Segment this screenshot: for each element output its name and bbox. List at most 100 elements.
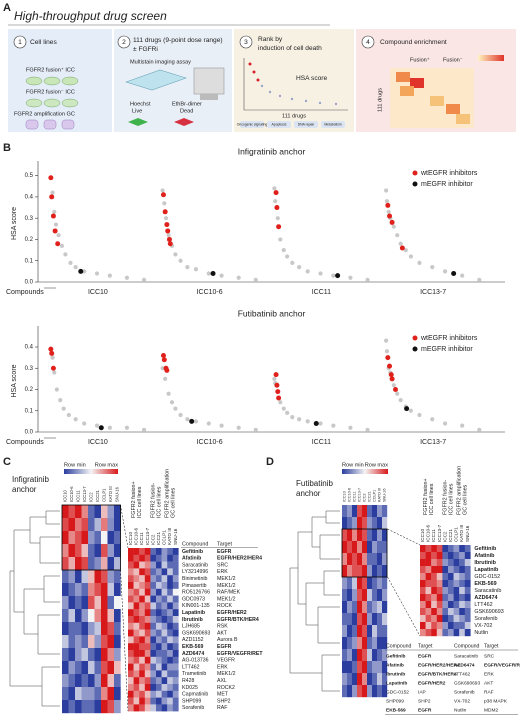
compound-target: AKT xyxy=(217,630,228,636)
heatmap-cell xyxy=(167,575,173,583)
heatmap-cell xyxy=(114,700,121,714)
table-cell: EGFR/VEGFR/RET xyxy=(484,662,520,668)
heatmap-cell xyxy=(436,580,443,588)
heatmap-cell xyxy=(144,588,151,596)
data-point xyxy=(393,387,399,392)
heatmap-cell xyxy=(68,570,76,584)
heatmap-cell xyxy=(382,649,388,662)
heatmap-cell xyxy=(62,557,69,571)
category-tag: Metabolism xyxy=(324,122,342,126)
heatmap-cell xyxy=(68,557,76,571)
data-point xyxy=(82,421,87,426)
heatmap-cell xyxy=(107,648,115,662)
heatmap-cell xyxy=(425,545,432,553)
heatmap-cell xyxy=(448,601,454,609)
heatmap-cell xyxy=(425,622,432,630)
heatmap-cell xyxy=(372,649,378,662)
heatmap-cell xyxy=(101,518,108,532)
heatmap-cell xyxy=(172,650,179,657)
heatmap-cell xyxy=(172,677,179,685)
heatmap-cell xyxy=(128,622,134,630)
data-point xyxy=(408,254,413,259)
compound-name: LTT462 xyxy=(182,664,200,670)
heatmap-cell xyxy=(167,650,173,657)
heatmap-cell xyxy=(167,629,173,637)
column-group-label: FGFR2 amplification xyxy=(456,466,462,515)
heatmap-cell xyxy=(150,561,157,569)
heatmap-cell xyxy=(453,559,460,567)
heatmap-cell xyxy=(156,575,162,583)
heatmap-cell xyxy=(81,648,89,662)
data-point xyxy=(189,418,195,424)
heatmap-cell xyxy=(107,557,115,571)
compound-target: EGFR/HER2 xyxy=(217,610,247,616)
compound-target: RAF xyxy=(217,705,227,711)
heatmap-cell xyxy=(62,596,69,610)
heatmap-cell xyxy=(133,595,140,603)
heatmap-cell xyxy=(133,643,140,651)
heatmap-cell xyxy=(68,687,76,701)
heatmap-cell xyxy=(139,670,145,678)
compound-target: MEK1/2 xyxy=(217,671,236,677)
column-label: SNU-16 xyxy=(383,488,387,502)
heatmap-cell xyxy=(431,545,437,553)
heatmap-cell xyxy=(167,636,173,644)
heatmap-cell xyxy=(367,685,373,698)
data-point xyxy=(178,412,183,418)
heatmap-cell xyxy=(75,622,82,636)
heatmap-cell xyxy=(367,625,373,638)
column-label: ICC21 xyxy=(156,532,161,545)
heatmap-cell xyxy=(150,616,157,623)
heatmap-cell xyxy=(420,545,426,553)
heatmap-cell xyxy=(114,661,121,675)
heatmap-cell xyxy=(133,697,140,705)
heatmap-cell xyxy=(357,613,363,626)
heatmap-cell xyxy=(68,531,76,545)
cell-label: FGFR2 fusion⁻ ICC xyxy=(26,89,75,95)
data-point xyxy=(442,269,448,274)
data-point xyxy=(253,277,258,282)
heatmap-cell xyxy=(156,643,162,651)
heatmap-cell xyxy=(161,582,168,589)
heatmap-cell xyxy=(357,673,363,686)
heatmap-cell xyxy=(144,670,151,678)
data-point xyxy=(98,425,104,431)
heatmap-cell xyxy=(81,531,89,545)
heatmap-cell xyxy=(144,704,151,712)
heatmap-cell xyxy=(431,573,437,581)
heatmap-cell xyxy=(107,505,115,519)
heatmap-cell xyxy=(436,622,443,630)
compound-name: GDC0973 xyxy=(182,596,205,602)
column-label: ICC21 xyxy=(95,489,100,502)
heatmap-cell xyxy=(94,505,102,519)
heatmap-cell xyxy=(357,577,363,590)
heatmap-cell xyxy=(464,622,471,630)
compound-name: Lapatinib xyxy=(182,610,205,616)
data-point xyxy=(274,382,280,388)
data-point xyxy=(178,258,183,263)
column-group-label: FGFR2 fusion+ xyxy=(131,481,137,518)
compound-name: Saracatinib xyxy=(182,562,208,568)
heatmap-cell xyxy=(352,661,358,674)
compound-target: EGFR/BTK/HER4 xyxy=(217,617,259,623)
column-label: ICC11 xyxy=(139,532,144,545)
heatmap-cell xyxy=(128,602,134,610)
data-point xyxy=(50,190,55,195)
heatmap-cell xyxy=(161,656,168,664)
heatmap-cell xyxy=(357,601,363,614)
heatmap-cell xyxy=(128,568,134,576)
heatmap-cell xyxy=(62,622,69,636)
data-point xyxy=(290,415,295,420)
x-axis-label: Compounds xyxy=(6,289,44,296)
heatmap-cell xyxy=(377,577,383,590)
heatmap-cell xyxy=(372,565,378,578)
table-cell: SHP2 xyxy=(418,698,431,704)
heatmap-cell xyxy=(377,685,383,698)
heatmap-cell xyxy=(372,553,378,566)
compound-name: Lapatinib xyxy=(474,567,499,573)
heatmap-cell xyxy=(448,566,454,574)
data-point xyxy=(160,188,165,193)
heatmap-cell xyxy=(357,661,363,674)
y-tick-label: 0.2 xyxy=(25,387,34,393)
heatmap-cell xyxy=(167,670,173,678)
